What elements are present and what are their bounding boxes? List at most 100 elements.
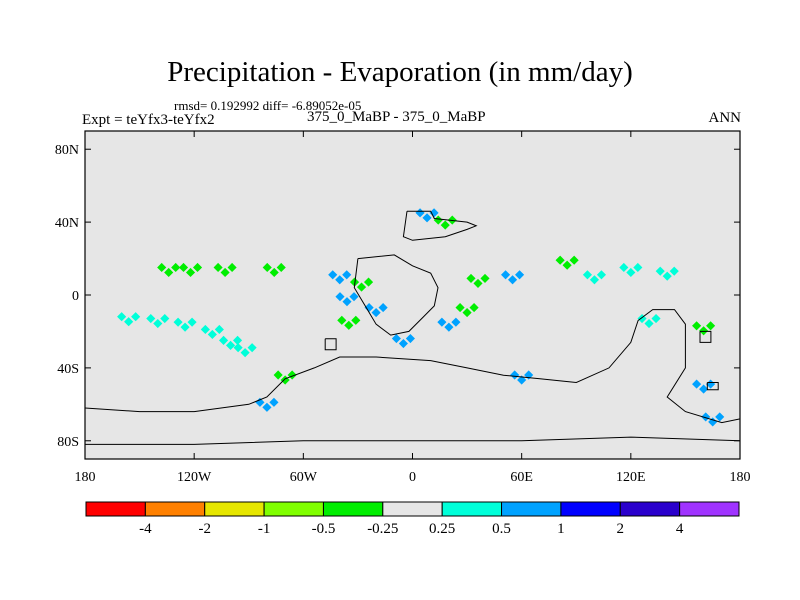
anomaly-cell	[398, 338, 408, 349]
anomaly-cell	[371, 308, 381, 318]
anomaly-patch	[255, 397, 279, 412]
anomaly-cell	[337, 315, 347, 325]
anomaly-patch	[173, 317, 197, 332]
anomaly-cell	[589, 275, 600, 285]
colorbar-swatch	[679, 501, 740, 517]
anomaly-patch	[582, 270, 607, 285]
anomaly-cell	[335, 275, 345, 285]
anomaly-cell	[469, 303, 479, 313]
anomaly-patch	[213, 262, 237, 278]
anomaly-cell	[706, 321, 716, 331]
anomaly-cell	[153, 318, 163, 329]
anomaly-cell	[391, 333, 401, 344]
anomaly-cell	[644, 318, 654, 329]
anomaly-cell	[692, 321, 702, 331]
anomaly-patch	[157, 262, 181, 278]
lat-tick-label: 0	[72, 289, 79, 304]
anomaly-cell	[232, 335, 243, 345]
anomaly-cell	[351, 315, 361, 325]
colorbar-label: -1	[258, 521, 271, 537]
anomaly-cell	[619, 262, 629, 273]
anomaly-cell	[220, 267, 230, 278]
anomaly-cell	[596, 270, 607, 280]
anomaly-cell	[356, 282, 367, 292]
lon-tick-label: 0	[409, 470, 416, 485]
coastline	[402, 210, 478, 241]
anomaly-patch	[391, 333, 415, 349]
colorbar-swatch	[560, 501, 621, 517]
coastline	[353, 254, 439, 336]
anomaly-cell	[157, 262, 167, 273]
coastline	[84, 309, 741, 424]
anomaly-cell	[146, 313, 156, 324]
colorbar-label: -0.5	[312, 521, 336, 537]
lon-tick-label: 60E	[510, 470, 533, 485]
anomaly-cell	[173, 317, 183, 327]
lat-tick-label: 40S	[57, 362, 79, 377]
anomaly-cell	[247, 343, 257, 353]
coastline	[699, 330, 712, 343]
anomaly-cell	[349, 292, 359, 302]
anomaly-cell	[655, 266, 665, 276]
anomaly-cell	[269, 267, 279, 278]
colorbar-label: -0.25	[367, 521, 398, 537]
anomaly-cell	[200, 324, 210, 335]
anomaly-patch	[178, 262, 203, 278]
colorbar-label: 2	[617, 521, 625, 537]
anomaly-patch	[200, 324, 224, 340]
anomaly-cell	[437, 317, 447, 327]
anomaly-cell	[185, 267, 196, 278]
lon-ticks: 180 120W 60W 0 60E 120E 180	[75, 131, 751, 485]
colorbar-swatch	[382, 501, 443, 517]
anomaly-patch	[146, 313, 170, 329]
colorbar-label: 0.5	[492, 521, 511, 537]
anomaly-patch	[692, 321, 716, 336]
anomaly-cell	[422, 213, 432, 223]
season-label: ANN	[708, 110, 742, 126]
anomaly-patch	[262, 262, 286, 278]
anomaly-cell	[164, 267, 174, 278]
anomaly-cell	[480, 273, 490, 283]
anomaly-cell	[207, 329, 217, 340]
anomaly-cell	[328, 270, 338, 280]
anomaly-patch	[218, 335, 243, 350]
anomaly-patch	[555, 255, 579, 270]
lat-tick-label: 40N	[55, 216, 79, 231]
lat-tick-label: 80N	[55, 143, 79, 158]
anomaly-cell	[466, 273, 476, 283]
anomaly-patch	[117, 312, 141, 327]
anomaly-cell	[715, 412, 725, 422]
anomaly-cell	[213, 262, 223, 273]
anomaly-cell	[269, 397, 279, 407]
anomaly-cell	[455, 303, 465, 313]
anomaly-cell	[662, 271, 672, 281]
anomaly-cell	[227, 262, 237, 273]
anomaly-cell	[218, 335, 229, 345]
anomaly-cell	[178, 262, 189, 273]
colorbar-swatch	[322, 501, 384, 517]
lon-tick-label: 180	[730, 470, 751, 485]
colorbar-label: -2	[198, 521, 211, 537]
anomaly-cell	[335, 292, 345, 302]
colorbar-swatch	[204, 501, 265, 517]
anomaly-patch	[337, 315, 361, 330]
anomaly-cell	[192, 262, 203, 273]
anomaly-patch	[455, 303, 479, 318]
case-label: 375_0_MaBP - 375_0_MaBP	[307, 109, 486, 125]
anomaly-cell	[669, 266, 679, 276]
anomaly-cell	[501, 270, 511, 280]
colorbar-label: 1	[557, 521, 565, 537]
anomaly-cell	[262, 402, 272, 412]
lon-tick-label: 60W	[290, 470, 318, 485]
anomaly-cell	[378, 303, 388, 313]
anomaly-cell	[699, 326, 709, 336]
anomaly-cell	[651, 313, 661, 324]
anomaly-cell	[214, 324, 224, 335]
coastline	[706, 382, 719, 391]
anomaly-patch	[655, 266, 679, 281]
anomaly-cell	[626, 267, 636, 278]
anomaly-cell	[363, 277, 374, 287]
anomaly-cell	[273, 370, 283, 380]
plot-title: Precipitation - Evaporation (in mm/day)	[167, 56, 633, 88]
